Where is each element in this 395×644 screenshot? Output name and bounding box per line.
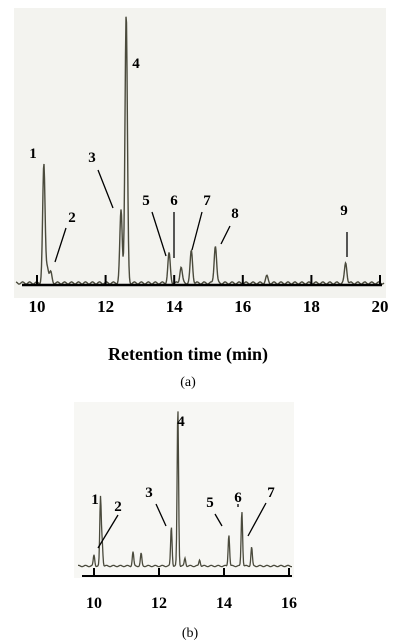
x-ticks-a: 10 12 14 16 18 20: [29, 275, 389, 316]
panel-label-a: (a): [180, 375, 196, 390]
x-tick-label: 10: [86, 595, 102, 612]
x-tick-label: 10: [29, 297, 46, 316]
peak-label-9: 9: [340, 203, 348, 219]
peak-label-2: 2: [68, 210, 76, 226]
peak-label-5: 5: [142, 193, 150, 209]
peak-leader-line: [54, 227, 67, 263]
peak-leader-line: [151, 211, 167, 257]
peak-label-3: 3: [88, 150, 96, 166]
peak-label-2: 2: [114, 499, 122, 515]
peak-label-1: 1: [91, 492, 99, 508]
x-tick-label: 16: [234, 297, 251, 316]
peak-label-8: 8: [231, 206, 239, 222]
x-tick-label: 18: [303, 297, 320, 316]
panel-b-background: [74, 402, 294, 578]
x-tick-label: 14: [166, 297, 184, 316]
x-ticks-b: 10 12 14 16: [86, 568, 297, 612]
chromatogram-panel-b: 10 12 14 16 1 2 3 4 5 6 7 (b): [74, 402, 297, 641]
x-tick-label: 12: [151, 595, 167, 612]
x-tick-label: 12: [97, 297, 114, 316]
peak-label-7: 7: [203, 193, 211, 209]
chromatogram-trace-b: [78, 411, 292, 568]
peak-label-1: 1: [29, 146, 37, 162]
panel-label-b: (b): [182, 626, 199, 641]
peak-labels-b: 1 2 3 4 5 6 7: [91, 414, 275, 549]
peak-leader-line: [191, 211, 203, 251]
panel-a-background: [14, 8, 386, 298]
peak-labels-a: 1 2 3 4 5 6 7 8 9: [29, 56, 348, 263]
x-tick-label: 20: [372, 297, 389, 316]
peak-label-4: 4: [132, 56, 140, 72]
peak-label-6: 6: [234, 490, 242, 506]
peak-leader-line: [97, 169, 114, 209]
peak-leader-line: [214, 513, 223, 527]
peak-leader-line: [220, 225, 231, 245]
peak-leader-line: [247, 502, 267, 537]
peak-label-5: 5: [206, 495, 214, 511]
x-tick-label: 16: [281, 595, 297, 612]
peak-label-7: 7: [267, 485, 275, 501]
x-tick-label: 14: [216, 595, 232, 612]
peak-label-3: 3: [145, 485, 153, 501]
peak-label-4: 4: [177, 414, 185, 430]
peak-leader-line: [97, 514, 119, 549]
x-axis-title-a: Retention time (min): [108, 344, 268, 365]
peak-label-6: 6: [170, 193, 178, 209]
peak-leader-line: [155, 503, 167, 527]
